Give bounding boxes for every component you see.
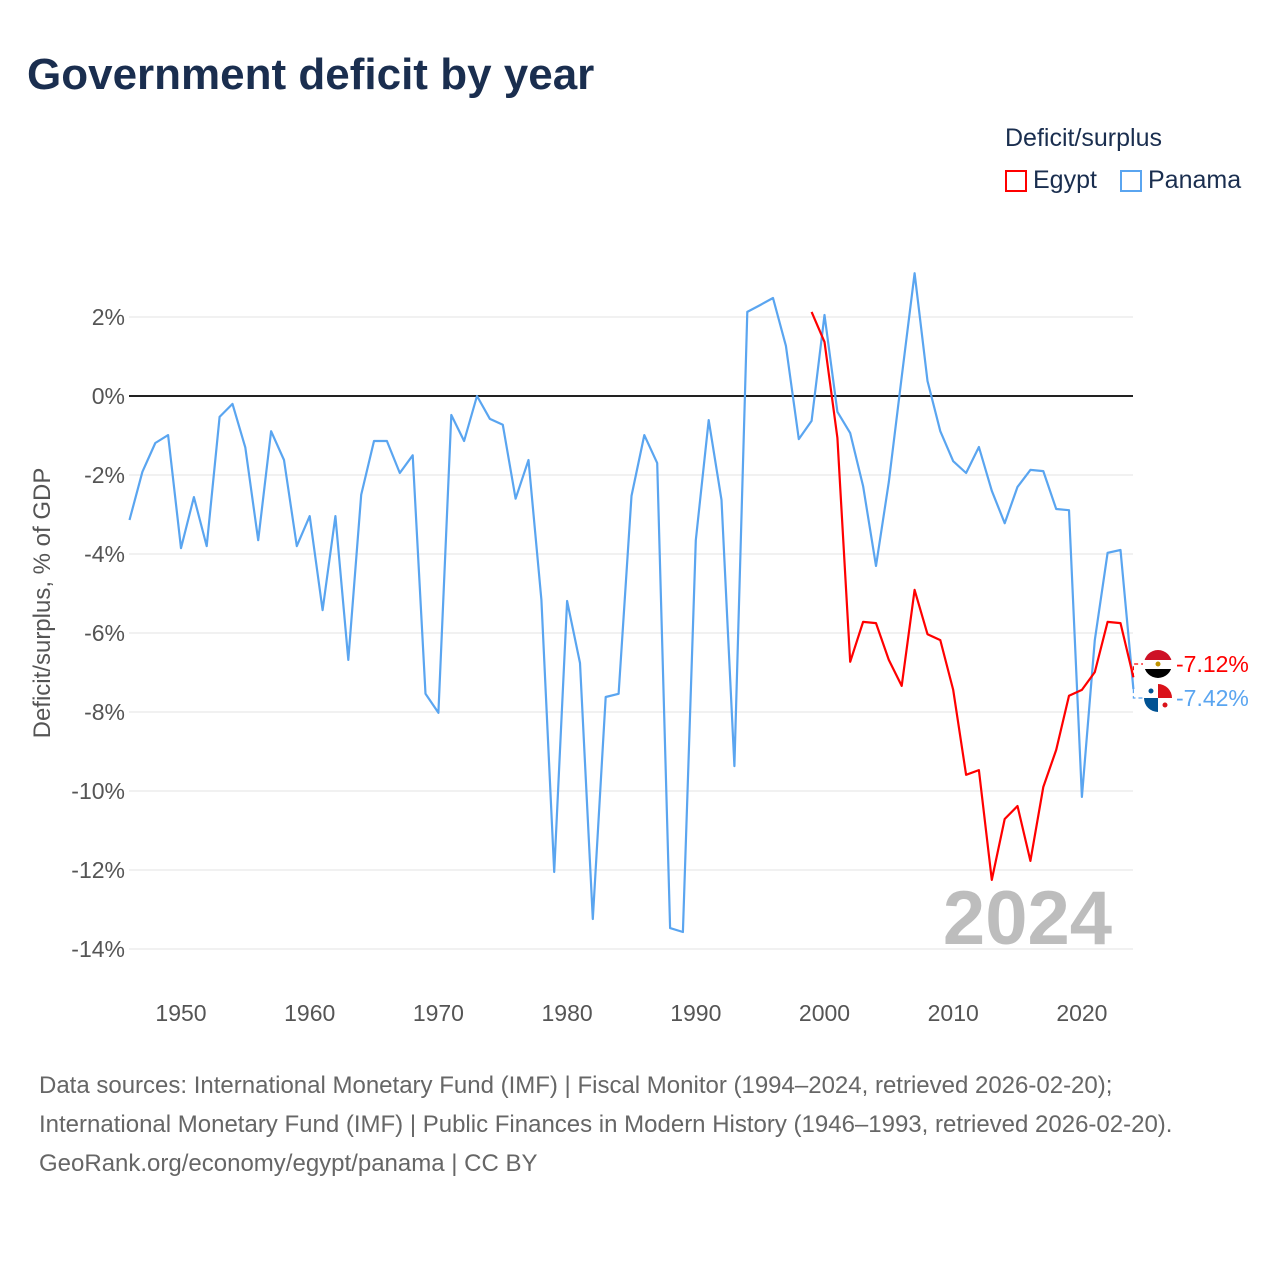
y-tick-label: -2% [84,462,125,488]
x-tick-label: 1970 [413,1000,464,1026]
egypt-flag-icon [1144,650,1172,678]
sources: Data sources: International Monetary Fun… [39,1066,1239,1183]
end-connector [1132,689,1143,699]
x-tick-label: 1960 [284,1000,335,1026]
legend-item-panama[interactable]: Panama [1120,166,1241,195]
y-tick-label: 2% [92,304,125,330]
series-line-panama [128,272,1135,934]
y-tick-label: -12% [71,857,125,883]
legend-swatch-panama [1120,169,1142,192]
x-tick-label: 2000 [799,1000,850,1026]
legend-item-egypt[interactable]: Egypt [1005,166,1097,195]
year-watermark: 2024 [943,876,1112,961]
legend-label-egypt: Egypt [1033,166,1097,194]
y-tick-label: -4% [84,541,125,567]
legend-swatch-egypt [1005,169,1027,192]
legend-label-panama: Panama [1148,166,1242,194]
x-tick-label: 1980 [542,1000,593,1026]
x-tick-label: 2020 [1056,1000,1107,1026]
source-link[interactable]: GeoRank.org/economy/egypt/panama | CC BY [39,1150,538,1177]
source-line-2: International Monetary Fund (IMF) | Publ… [39,1111,1173,1138]
y-tick-label: -10% [71,778,125,804]
y-axis-label: Deficit/surplus, % of GDP [29,468,56,739]
source-line-1: Data sources: International Monetary Fun… [39,1072,1113,1099]
legend-title: Deficit/surplus [1005,124,1162,152]
y-tick-label: 0% [92,383,125,409]
y-tick-label: -8% [84,699,125,725]
x-tick-label: 2010 [928,1000,979,1026]
chart-title: Government deficit by year [27,50,595,99]
series-line-egypt [810,311,1135,882]
end-label-egypt: -7.12% [1176,651,1249,677]
y-tick-label: -6% [84,620,125,646]
x-tick-label: 1950 [155,1000,206,1026]
panama-flag-icon [1144,684,1172,712]
end-label-panama: -7.42% [1176,685,1249,711]
y-tick-label: -14% [71,936,125,962]
end-connector [1132,663,1143,678]
x-tick-label: 1990 [670,1000,721,1026]
